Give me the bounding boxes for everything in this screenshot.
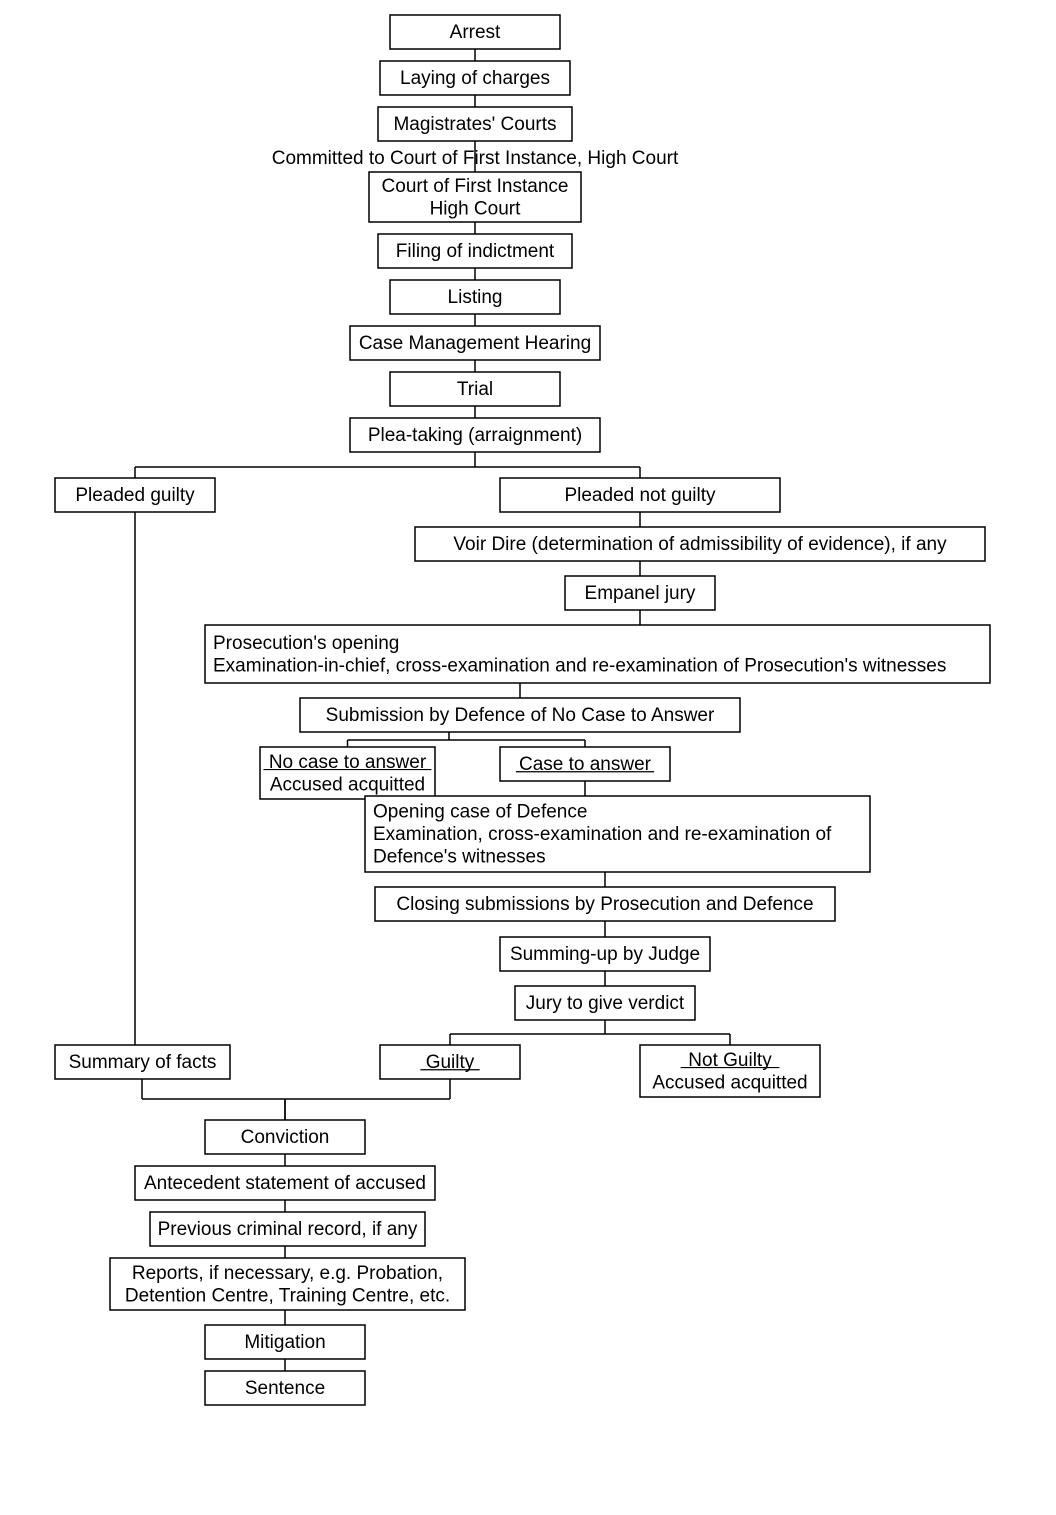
- node-prosopen-text: Examination-in-chief, cross-examination …: [213, 655, 946, 676]
- node-empanel-text: Empanel jury: [585, 583, 696, 604]
- node-reports-text: Detention Centre, Training Centre, etc.: [125, 1285, 450, 1306]
- node-defenceopen-text: Examination, cross-examination and re-ex…: [373, 824, 832, 845]
- node-jury-text: Jury to give verdict: [526, 993, 685, 1014]
- node-laying-text: Laying of charges: [400, 68, 550, 89]
- node-defenceopen-text: Opening case of Defence: [373, 802, 587, 823]
- node-antecedent-text: Antecedent statement of accused: [144, 1173, 426, 1194]
- node-voirdire-text: Voir Dire (determination of admissibilit…: [453, 534, 947, 555]
- node-filing-text: Filing of indictment: [396, 241, 555, 262]
- node-submission-text: Submission by Defence of No Case to Answ…: [326, 705, 715, 726]
- node-arrest-text: Arrest: [450, 22, 501, 43]
- node-cfi-text: Court of First Instance: [382, 176, 569, 197]
- node-cmh-text: Case Management Hearing: [359, 333, 591, 354]
- node-summing-text: Summing-up by Judge: [510, 944, 700, 965]
- node-pnotguilty-text: Pleaded not guilty: [564, 485, 716, 506]
- node-pguilty-text: Pleaded guilty: [75, 485, 195, 506]
- node-conviction-text: Conviction: [241, 1127, 330, 1148]
- node-nocase-text: Accused acquitted: [270, 774, 425, 795]
- node-mitigation-text: Mitigation: [244, 1332, 325, 1353]
- node-trial-text: Trial: [457, 379, 493, 400]
- node-plea-text: Plea-taking (arraignment): [368, 425, 582, 446]
- node-summaryfacts-text: Summary of facts: [69, 1052, 217, 1073]
- node-reports-text: Reports, if necessary, e.g. Probation,: [132, 1263, 443, 1284]
- node-previous-text: Previous criminal record, if any: [158, 1219, 418, 1240]
- flowchart-svg: Committed to Court of First Instance, Hi…: [0, 0, 1056, 1515]
- node-defenceopen-text: Defence's witnesses: [373, 847, 546, 868]
- node-sentence-text: Sentence: [245, 1378, 325, 1399]
- node-cfi-text: High Court: [430, 198, 522, 219]
- node-prosopen-text: Prosecution's opening: [213, 633, 399, 654]
- node-notguilty-text: Accused acquitted: [652, 1072, 807, 1093]
- node-magistrates-text: Magistrates' Courts: [393, 114, 556, 135]
- node-listing-text: Listing: [448, 287, 503, 308]
- node-closing-text: Closing submissions by Prosecution and D…: [396, 894, 813, 915]
- label-committed: Committed to Court of First Instance, Hi…: [272, 148, 679, 169]
